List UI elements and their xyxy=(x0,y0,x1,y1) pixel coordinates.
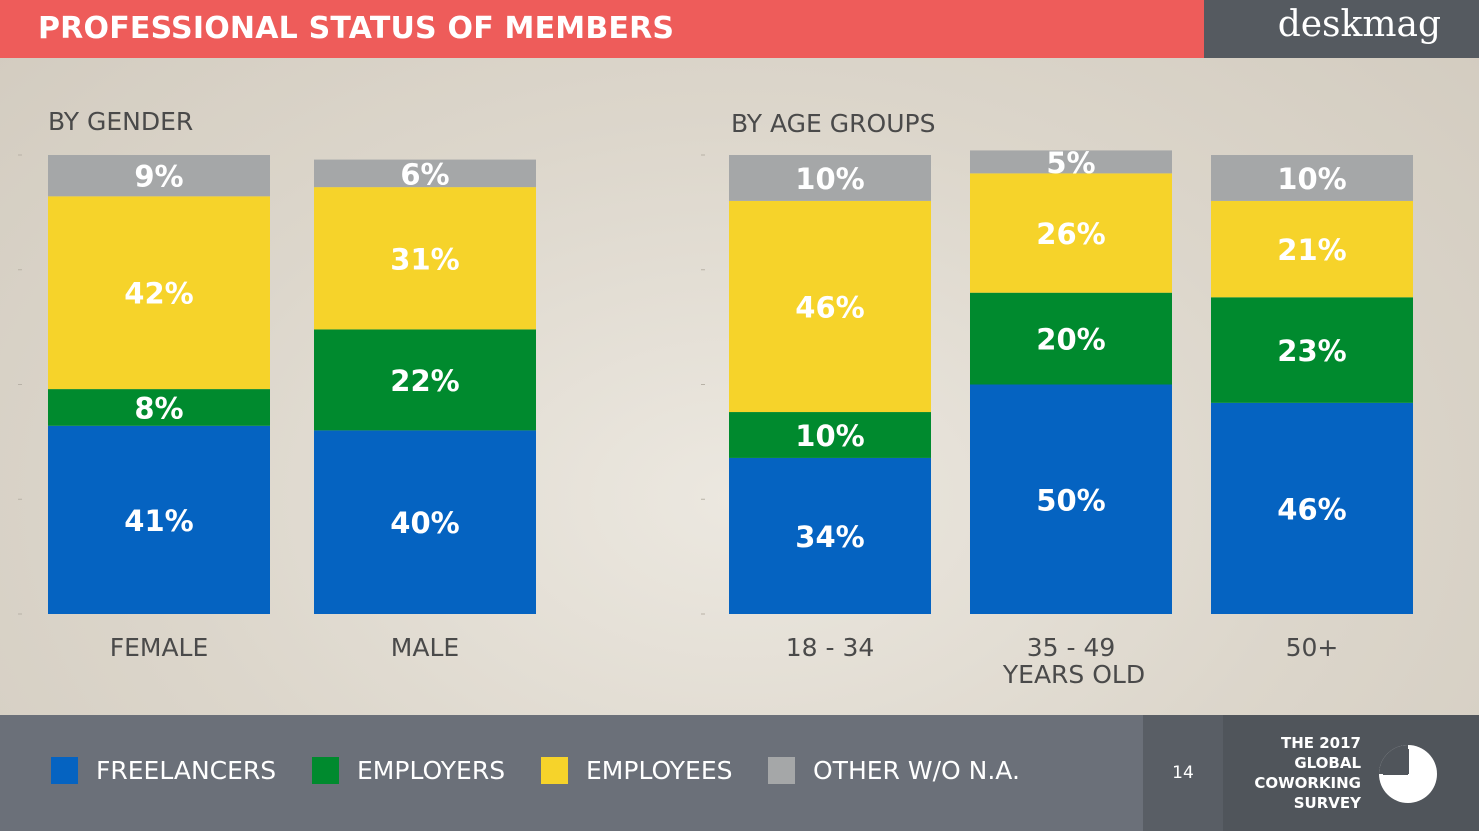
legend-item-freelancers: FREELANCERS xyxy=(51,755,276,785)
age-bar-segment xyxy=(1211,155,1413,201)
gender-bar-segment xyxy=(48,155,270,197)
legend-swatch-employees xyxy=(541,756,568,784)
legend-item-other: OTHER W/O N.A. xyxy=(768,755,1020,785)
age-bar-segment xyxy=(970,150,1172,174)
survey-label: THE 2017 GLOBAL COWORKING SURVEY xyxy=(1233,733,1361,813)
gender-category-label: MALE xyxy=(391,633,459,662)
age-data-label: 10% xyxy=(1277,162,1346,196)
age-category-sublabel: YEARS OLD xyxy=(1002,660,1145,689)
gender-data-label: 31% xyxy=(390,242,459,276)
legend-label-freelancers: FREELANCERS xyxy=(96,755,277,785)
footer-bar: FREELANCERS EMPLOYERS EMPLOYEES OTHER W/… xyxy=(0,715,1479,831)
age-chart-title: BY AGE GROUPS xyxy=(731,109,936,138)
age-data-label: 21% xyxy=(1277,233,1346,267)
gender-data-label: 6% xyxy=(400,157,449,191)
gender-bar-segment xyxy=(314,159,536,188)
gender-chart: 41% 8% 42% 9% FEMALE 40% 22% 31% 6% MALE xyxy=(18,154,536,662)
age-bar-segment xyxy=(970,173,1172,293)
age-bar-segment xyxy=(1211,402,1413,614)
gender-data-label: 42% xyxy=(124,277,193,311)
survey-line-2: GLOBAL xyxy=(1294,754,1361,772)
legend-swatch-employers xyxy=(312,756,339,784)
gender-bar-segment xyxy=(48,389,270,426)
age-bar-segment xyxy=(729,457,931,614)
gender-category-label: FEMALE xyxy=(110,633,209,662)
gender-chart-title: BY GENDER xyxy=(48,107,194,136)
age-bar-segment xyxy=(1211,297,1413,403)
age-category-label: 18 - 34 xyxy=(786,633,875,662)
age-data-label: 10% xyxy=(795,162,864,196)
legend-item-employers: EMPLOYERS xyxy=(312,755,505,785)
gender-data-label: 41% xyxy=(124,504,193,538)
gender-bar-segment xyxy=(48,425,270,614)
gender-bar-segment xyxy=(48,196,270,390)
gender-data-label: 9% xyxy=(134,160,183,194)
survey-box: THE 2017 GLOBAL COWORKING SURVEY xyxy=(1223,715,1479,831)
age-data-label: 46% xyxy=(1277,492,1346,526)
age-data-label: 5% xyxy=(1046,146,1095,180)
gender-bar-segment xyxy=(314,329,536,431)
age-bar-segment xyxy=(729,412,931,458)
header-bar: PROFESSIONAL STATUS OF MEMBERS xyxy=(0,0,1204,58)
legend-item-employees: EMPLOYEES xyxy=(541,755,733,785)
pie-chart-icon xyxy=(1379,745,1437,803)
brand-logo: deskmag xyxy=(1277,4,1441,45)
age-category-label: 50+ xyxy=(1286,633,1339,662)
legend-swatch-freelancers xyxy=(51,756,78,784)
gender-bar-segment xyxy=(314,187,536,330)
age-chart: 34% 10% 46% 10% 18 - 34 50% 20% 26% 5% 35 - 49YEA… xyxy=(701,146,1413,689)
age-bar-segment xyxy=(1211,200,1413,298)
age-data-label: 34% xyxy=(795,520,864,554)
legend-label-employers: EMPLOYERS xyxy=(357,755,506,785)
gender-data-label: 40% xyxy=(390,506,459,540)
legend-swatch-other xyxy=(768,756,795,784)
age-bar-segment xyxy=(970,384,1172,614)
gender-data-label: 8% xyxy=(134,391,183,425)
age-data-label: 46% xyxy=(795,290,864,324)
gender-data-label: 22% xyxy=(390,364,459,398)
page-number-box: 14 xyxy=(1143,715,1223,831)
survey-line-3: COWORKING xyxy=(1254,774,1361,792)
age-bar-segment xyxy=(970,292,1172,385)
page-title: PROFESSIONAL STATUS OF MEMBERS xyxy=(38,11,675,46)
legend-label-other: OTHER W/O N.A. xyxy=(813,755,1020,785)
page-number: 14 xyxy=(1172,763,1194,783)
brand-box: deskmag xyxy=(1204,0,1479,58)
age-data-label: 10% xyxy=(795,419,864,453)
survey-line-1: THE 2017 xyxy=(1280,734,1361,752)
age-data-label: 23% xyxy=(1277,334,1346,368)
age-bar-segment xyxy=(729,155,931,201)
age-bar-segment xyxy=(729,200,931,413)
age-category-label: 35 - 49 xyxy=(1027,633,1116,662)
legend-label-employees: EMPLOYEES xyxy=(586,755,733,785)
gender-bar-segment xyxy=(314,430,536,614)
age-data-label: 20% xyxy=(1036,323,1105,357)
survey-line-4: SURVEY xyxy=(1293,794,1361,812)
age-data-label: 26% xyxy=(1036,217,1105,251)
age-data-label: 50% xyxy=(1036,483,1105,517)
